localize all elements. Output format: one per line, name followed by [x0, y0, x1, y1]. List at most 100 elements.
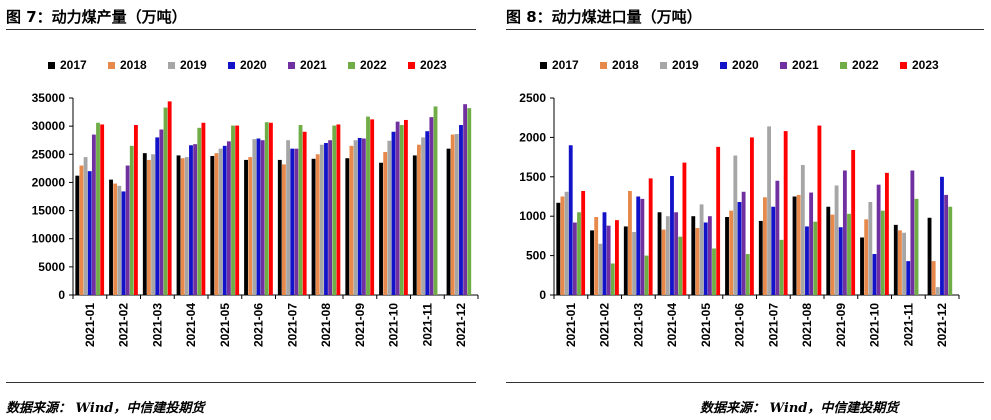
production-x-tick-label: 2021-09	[353, 303, 367, 347]
imports-bar-2018-2021-11	[898, 230, 902, 295]
production-bar-2022-2021-05	[231, 125, 235, 295]
imports-bar-2022-2021-11	[914, 198, 919, 295]
imports-x-tick-label: 2021-09	[834, 303, 848, 347]
imports-x-tick-label: 2021-08	[800, 303, 814, 347]
imports-bar-2018-2021-05	[695, 228, 700, 295]
imports-bar-2023-2021-02	[614, 220, 619, 295]
production-bar-2023-2021-09	[370, 119, 375, 295]
imports-bar-2017-2021-06	[725, 216, 729, 295]
production-bar-2019-2021-06	[252, 139, 257, 295]
imports-bar-2019-2021-01	[564, 191, 569, 295]
production-bar-2020-2021-09	[357, 137, 362, 295]
imports-x-tick-label: 2021-12	[935, 303, 949, 347]
imports-bar-2022-2021-04	[678, 236, 683, 295]
production-bar-2018-2021-01	[79, 165, 84, 295]
imports-y-tick-label: 2000	[519, 130, 546, 144]
imports-bar-2021-2021-01	[572, 222, 577, 295]
imports-x-tick-label: 2021-07	[766, 303, 780, 347]
production-bar-2019-2021-02	[117, 185, 122, 295]
production-bar-2022-2021-06	[264, 122, 269, 296]
production-bar-2023-2021-01	[100, 124, 105, 295]
production-bar-2021-2021-01	[91, 134, 96, 295]
imports-bar-chart: 2017 2018 2019 2020 2021 2022 2023 0 500 1000 1500…	[519, 58, 960, 347]
production-bar-2018-2021-09	[349, 145, 354, 295]
imports-bar-2019-2021-04	[665, 216, 670, 295]
production-bar-2017-2021-02	[109, 179, 113, 295]
production-bar-2021-2021-04	[193, 144, 198, 295]
production-legend-swatch-2017	[48, 62, 55, 69]
chart-title-imports: 图 8：动力煤进口量（万吨）	[506, 8, 702, 26]
production-bar-2021-2021-08	[328, 140, 333, 295]
imports-y-tick-label: 1500	[519, 170, 546, 184]
imports-bar-2018-2021-04	[661, 229, 666, 295]
production-bar-2020-2021-03	[155, 137, 160, 295]
imports-bar-2020-2021-08	[805, 226, 809, 295]
production-bar-2021-2021-07	[294, 148, 299, 295]
imports-bar-2019-2021-11	[902, 232, 907, 295]
production-bar-2022-2021-11	[433, 106, 438, 295]
imports-bar-2019-2021-09	[834, 185, 839, 295]
production-bar-2017-2021-06	[244, 159, 248, 295]
imports-bar-2020-2021-03	[636, 196, 641, 295]
production-bar-2017-2021-04	[176, 155, 181, 295]
imports-bar-2020-2021-04	[670, 176, 674, 295]
production-legend-label-2017: 2017	[60, 58, 87, 72]
production-bar-2020-2021-06	[256, 138, 261, 295]
imports-bar-2017-2021-08	[792, 196, 797, 295]
production-y-tick-label: 15000	[32, 204, 66, 218]
imports-bar-2020-2021-07	[771, 206, 776, 295]
production-bar-2022-2021-08	[332, 125, 337, 295]
data-source-right: 数据来源： Wind，中信建投期货	[700, 401, 899, 416]
production-x-tick-label: 2021-03	[150, 303, 164, 347]
imports-legend-swatch-2017	[540, 62, 547, 69]
production-x-tick-label: 2021-10	[387, 303, 401, 347]
imports-x-tick-label: 2021-11	[901, 303, 915, 347]
production-legend-swatch-2019	[168, 62, 175, 69]
production-x-tick-label: 2021-11	[420, 303, 434, 347]
production-legend-swatch-2018	[108, 62, 115, 69]
production-bar-2020-2021-11	[425, 131, 430, 295]
production-bar-2018-2021-02	[113, 183, 118, 295]
production-x-tick-label: 2021-12	[454, 303, 468, 347]
imports-legend-swatch-2018	[600, 62, 607, 69]
production-legend-label-2022: 2022	[360, 58, 387, 72]
production-bar-2019-2021-12	[454, 134, 459, 295]
production-bar-2018-2021-10	[383, 152, 388, 295]
production-bar-chart: 2017 2018 2019 2020 2021 2022 2023 0 5000 10000 15…	[32, 58, 479, 347]
production-bar-2023-2021-10	[403, 119, 408, 295]
production-bar-2017-2021-12	[446, 148, 451, 295]
production-bar-2020-2021-08	[324, 143, 328, 295]
imports-legend-swatch-2023	[900, 62, 907, 69]
production-bar-2022-2021-12	[467, 108, 472, 295]
imports-x-tick-label: 2021-05	[699, 303, 713, 347]
imports-bar-2019-2021-12	[935, 287, 940, 295]
production-legend-swatch-2022	[348, 62, 355, 69]
production-bar-2023-2021-07	[302, 131, 307, 295]
production-legend-swatch-2023	[408, 62, 415, 69]
production-x-tick-label: 2021-08	[319, 303, 333, 347]
imports-x-tick-label: 2021-03	[631, 303, 645, 347]
production-bar-2021-2021-02	[125, 165, 130, 295]
production-bar-2020-2021-04	[189, 145, 193, 295]
imports-bar-2020-2021-06	[737, 202, 742, 295]
imports-y-tick-label: 0	[539, 288, 546, 302]
production-bar-2019-2021-07	[286, 140, 291, 295]
production-bar-2017-2021-08	[311, 158, 316, 295]
imports-y-tick-label: 2500	[519, 91, 546, 105]
imports-bar-2022-2021-03	[644, 255, 649, 295]
production-bar-2023-2021-08	[336, 124, 341, 295]
imports-bar-2017-2021-02	[590, 230, 594, 295]
production-bar-2020-2021-05	[222, 145, 227, 295]
imports-bar-2018-2021-12	[931, 261, 936, 295]
production-x-tick-label: 2021-04	[184, 303, 198, 347]
imports-bar-2021-2021-12	[944, 194, 949, 295]
production-bar-2023-2021-05	[235, 125, 240, 295]
imports-bar-2018-2021-01	[560, 196, 565, 295]
imports-legend-label-2020: 2020	[732, 58, 759, 72]
imports-bar-2021-2021-02	[606, 225, 611, 295]
production-bar-2020-2021-10	[391, 131, 396, 295]
production-x-tick-label: 2021-01	[83, 303, 97, 347]
production-bar-2022-2021-03	[163, 107, 168, 295]
production-bar-2019-2021-08	[319, 144, 324, 295]
imports-bar-2018-2021-03	[628, 190, 632, 295]
